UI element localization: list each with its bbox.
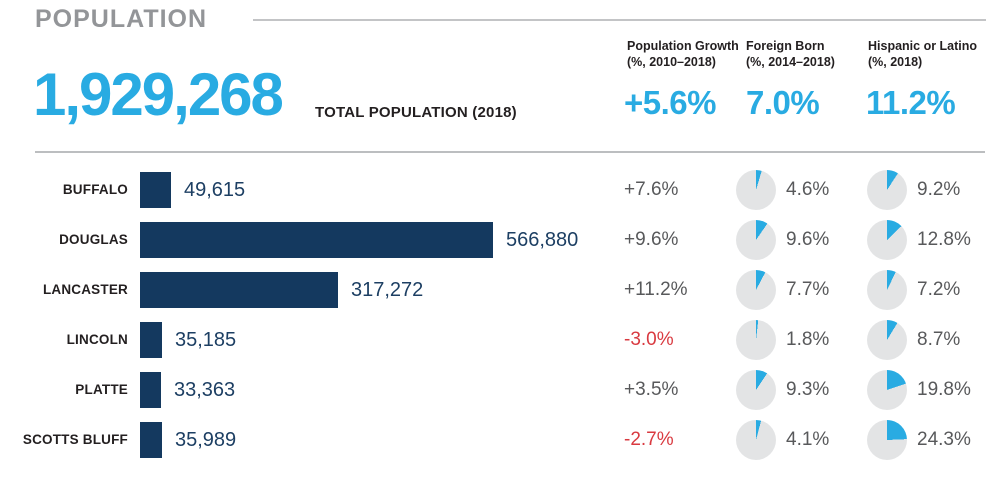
foreign-born-pie-chart xyxy=(736,270,776,310)
hispanic-pie-chart xyxy=(867,370,907,410)
hispanic-pie-chart xyxy=(867,270,907,310)
population-value-label: 49,615 xyxy=(184,178,246,201)
population-bar xyxy=(140,172,171,208)
hispanic-value-label: 7.2% xyxy=(917,279,961,300)
population-value-label: 35,989 xyxy=(175,428,237,451)
column-header-sublabel: (%, 2014–2018) xyxy=(746,55,835,70)
hispanic-value-label: 24.3% xyxy=(917,429,971,450)
hispanic-pie-chart xyxy=(867,170,907,210)
population-bar-group: 566,880 xyxy=(140,215,578,265)
county-row-buffalo: BUFFALO 49,615 +7.6% 4.6% 9.2% xyxy=(0,165,993,215)
column-header-population-growth: Population Growth (%, 2010–2018) xyxy=(627,38,745,71)
population-bar xyxy=(140,222,493,258)
county-row-lincoln: LINCOLN 35,185 -3.0% 1.8% 8.7% xyxy=(0,315,993,365)
population-bar-group: 33,363 xyxy=(140,365,235,415)
county-row-platte: PLATTE 33,363 +3.5% 9.3% 19.8% xyxy=(0,365,993,415)
population-value-label: 35,185 xyxy=(175,328,237,351)
total-population-label: TOTAL POPULATION (2018) xyxy=(315,104,517,121)
population-bar xyxy=(140,422,162,458)
foreign-born-value-label: 4.6% xyxy=(786,179,830,200)
foreign-born-pie-chart xyxy=(736,170,776,210)
population-bar xyxy=(140,272,338,308)
column-header-label: Hispanic or Latino xyxy=(868,39,978,53)
header-divider-line xyxy=(35,151,985,153)
page-title: POPULATION xyxy=(35,5,208,33)
hispanic-value-label: 9.2% xyxy=(917,179,961,200)
foreign-born-pie-chart xyxy=(736,370,776,410)
foreign-born-value-label: 4.1% xyxy=(786,429,830,450)
column-header-label: Foreign Born xyxy=(746,39,825,53)
county-row-lancaster: LANCASTER 317,272 +11.2% 7.7% 7.2% xyxy=(0,265,993,315)
population-bar-group: 35,185 xyxy=(140,315,236,365)
growth-value-label: -3.0% xyxy=(624,329,674,350)
county-name-label: LANCASTER xyxy=(42,282,128,297)
foreign-born-value-label: 9.6% xyxy=(786,229,830,250)
county-name-label: DOUGLAS xyxy=(59,232,128,247)
population-value-label: 317,272 xyxy=(351,278,424,301)
county-name-label: BUFFALO xyxy=(62,182,128,197)
growth-value-label: +3.5% xyxy=(624,379,679,400)
growth-value-label: +9.6% xyxy=(624,229,679,250)
state-foreign-born-summary-value: 7.0% xyxy=(746,84,820,121)
foreign-born-pie-chart xyxy=(736,320,776,360)
hispanic-value-label: 12.8% xyxy=(917,229,971,250)
county-row-scotts-bluff: SCOTTS BLUFF 35,989 -2.7% 4.1% 24.3% xyxy=(0,415,993,465)
column-header-label: Population Growth xyxy=(627,39,739,53)
column-header-sublabel: (%, 2010–2018) xyxy=(627,55,716,70)
population-bar xyxy=(140,322,162,358)
population-bar-group: 317,272 xyxy=(140,265,423,315)
foreign-born-value-label: 9.3% xyxy=(786,379,830,400)
total-population-value: 1,929,268 xyxy=(33,61,284,128)
population-bar-group: 49,615 xyxy=(140,165,245,215)
hispanic-pie-chart xyxy=(867,420,907,460)
county-name-label: PLATTE xyxy=(75,382,128,397)
hispanic-value-label: 19.8% xyxy=(917,379,971,400)
hispanic-pie-chart xyxy=(867,320,907,360)
hispanic-value-label: 8.7% xyxy=(917,329,961,350)
foreign-born-pie-chart xyxy=(736,220,776,260)
state-growth-summary-value: +5.6% xyxy=(624,84,717,121)
county-row-douglas: DOUGLAS 566,880 +9.6% 9.6% 12.8% xyxy=(0,215,993,265)
foreign-born-value-label: 1.8% xyxy=(786,329,830,350)
population-bar xyxy=(140,372,161,408)
population-value-label: 566,880 xyxy=(506,228,579,251)
foreign-born-value-label: 7.7% xyxy=(786,279,830,300)
growth-value-label: +7.6% xyxy=(624,179,679,200)
population-bar-group: 35,989 xyxy=(140,415,236,465)
column-header-sublabel: (%, 2018) xyxy=(868,55,923,70)
title-divider-line xyxy=(253,19,986,21)
county-name-label: LINCOLN xyxy=(66,332,128,347)
foreign-born-pie-chart xyxy=(736,420,776,460)
county-name-label: SCOTTS BLUFF xyxy=(22,432,128,447)
growth-value-label: +11.2% xyxy=(624,279,688,300)
column-header-foreign-born: Foreign Born (%, 2014–2018) xyxy=(746,38,864,71)
hispanic-pie-chart xyxy=(867,220,907,260)
population-value-label: 33,363 xyxy=(174,378,236,401)
growth-value-label: -2.7% xyxy=(624,429,674,450)
county-rows: BUFFALO 49,615 +7.6% 4.6% 9.2% DOUGLAS 5… xyxy=(0,165,993,465)
state-hispanic-summary-value: 11.2% xyxy=(866,84,956,121)
column-header-hispanic-latino: Hispanic or Latino (%, 2018) xyxy=(868,38,986,71)
